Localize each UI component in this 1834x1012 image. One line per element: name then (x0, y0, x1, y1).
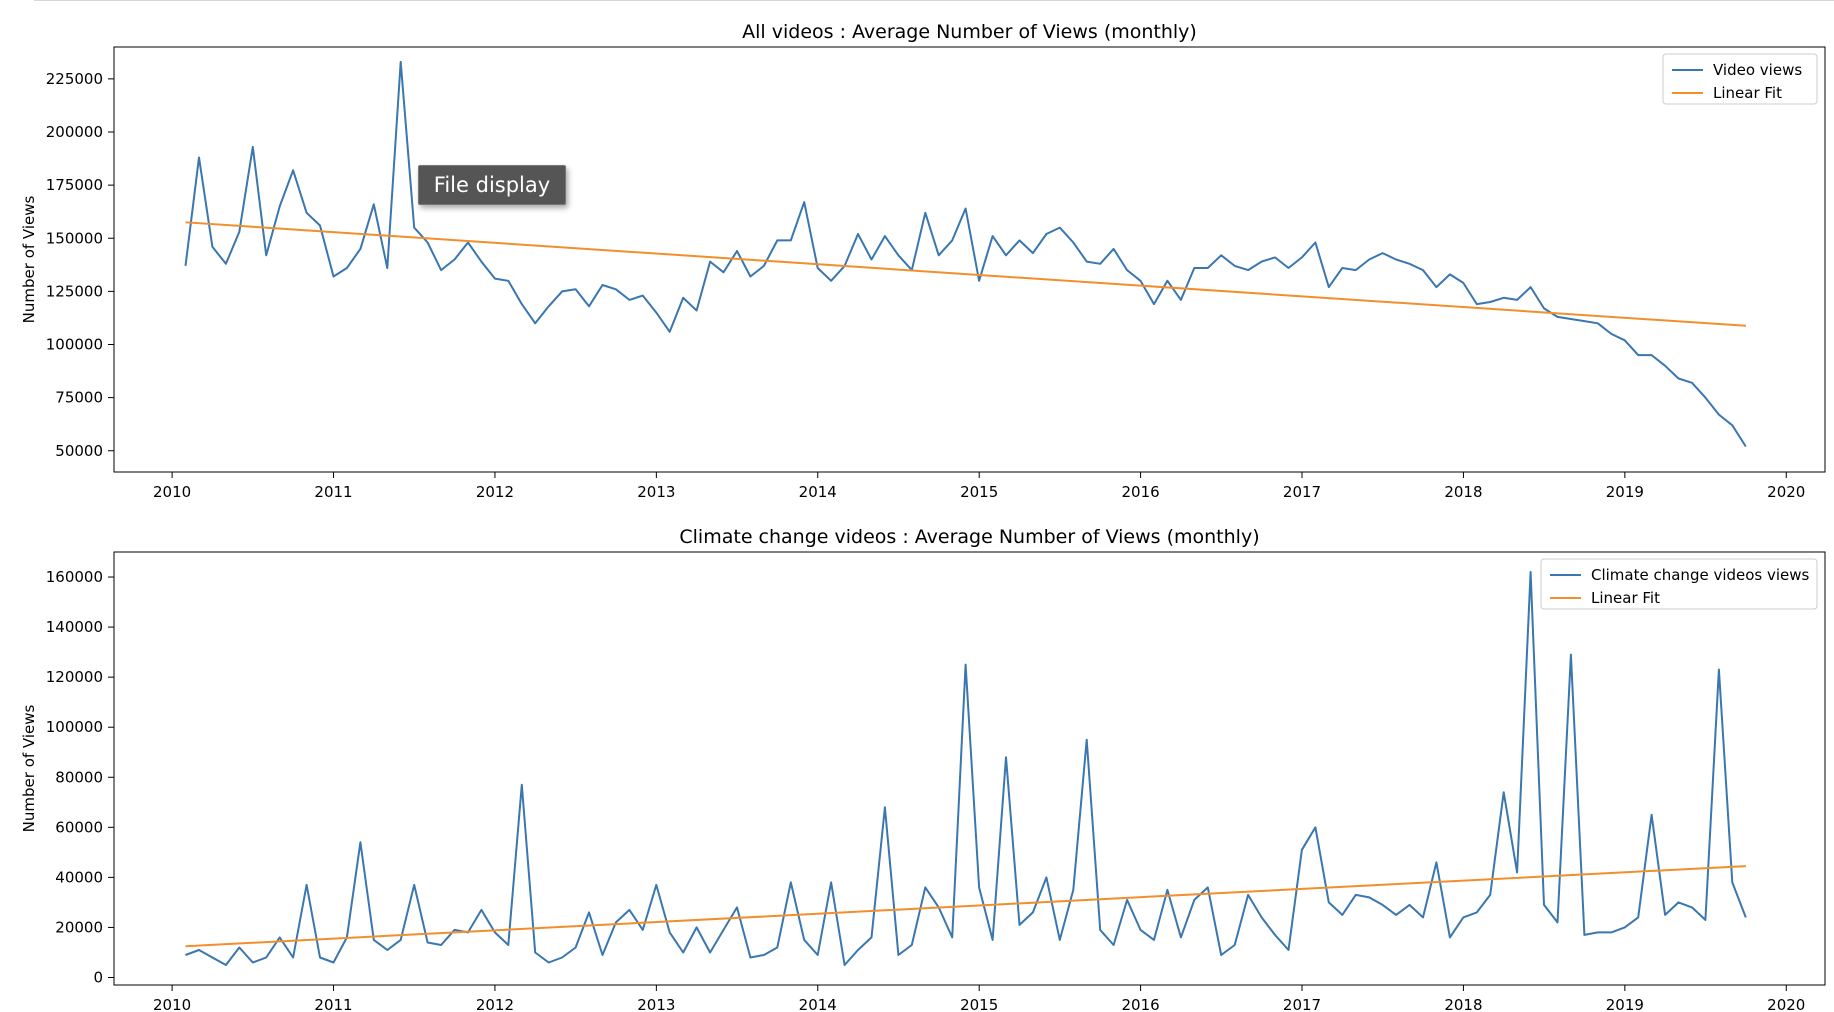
panel1-y-tick-label-6: 200000 (46, 123, 103, 141)
panel2-plot-frame (113, 551, 1826, 986)
panel1-x-tick-label-3: 2013 (637, 483, 675, 501)
panel1-y-tick-label-0: 50000 (55, 442, 103, 460)
panel1-x-tick-label-2: 2012 (476, 483, 514, 501)
panel2-x-tick-label-10: 2020 (1767, 996, 1805, 1012)
panel2-x-tick-label-3: 2013 (637, 996, 675, 1012)
panel1-x-tick-label-5: 2015 (960, 483, 998, 501)
panel2-x-tick-label-6: 2016 (1122, 996, 1160, 1012)
panel1-x-tick-label-7: 2017 (1283, 483, 1321, 501)
panel1-x-tick-label-10: 2020 (1767, 483, 1805, 501)
panel2-x-tick-label-8: 2018 (1444, 996, 1482, 1012)
panel1-legend-label-1: Linear Fit (1713, 84, 1782, 102)
panel2-legend-box (1540, 558, 1818, 610)
panel1-series-line-views (184, 60, 1747, 448)
panel2-linear-fit-line (185, 865, 1746, 948)
file-display-tooltip: File display (418, 165, 566, 205)
panel2-x-tick-label-7: 2017 (1283, 996, 1321, 1012)
panel1-x-tick-label-9: 2019 (1606, 483, 1644, 501)
panel2-y-tick-label-7: 140000 (46, 618, 103, 636)
panel1-x-tick-label-1: 2011 (314, 483, 352, 501)
panel2-x-tick-label-2: 2012 (476, 996, 514, 1012)
panel1-y-tick-label-7: 225000 (46, 70, 103, 88)
panel1-chart-title: All videos : Average Number of Views (mo… (742, 21, 1197, 43)
panel2-legend-label-1: Linear Fit (1591, 589, 1660, 607)
panel2-y-tick-label-8: 160000 (46, 568, 103, 586)
panel1-legend-label-0: Video views (1713, 61, 1802, 79)
panel1-y-axis-label: Number of Views (20, 195, 38, 323)
panel2-chart-title: Climate change videos : Average Number o… (679, 526, 1259, 548)
panel1-legend-box (1662, 53, 1818, 105)
panel2-x-tick-label-1: 2011 (314, 996, 352, 1012)
panel2-y-tick-label-1: 20000 (55, 918, 103, 936)
top-divider (34, 0, 1834, 1)
panel2-y-tick-label-2: 40000 (55, 868, 103, 886)
panel2-x-tick-label-0: 2010 (153, 996, 191, 1012)
panel1-y-tick-label-2: 100000 (46, 336, 103, 354)
panel2-y-tick-label-3: 60000 (55, 818, 103, 836)
panel2-y-tick-label-5: 100000 (46, 718, 103, 736)
panel2-y-tick-label-6: 120000 (46, 668, 103, 686)
panel2-x-tick-label-5: 2015 (960, 996, 998, 1012)
panel1-linear-fit-line (185, 221, 1746, 327)
panel2-legend-label-0: Climate change videos views (1591, 566, 1810, 584)
panel2-x-tick-label-4: 2014 (799, 996, 837, 1012)
panel1-x-tick-label-0: 2010 (153, 483, 191, 501)
panel2-y-axis-label: Number of Views (20, 704, 38, 832)
panel2-x-tick-label-9: 2019 (1606, 996, 1644, 1012)
panel1-y-tick-label-4: 150000 (46, 229, 103, 247)
panel2-y-tick-label-0: 0 (93, 968, 103, 986)
panel1-y-tick-label-3: 125000 (46, 282, 103, 300)
panel1-x-tick-label-6: 2016 (1122, 483, 1160, 501)
panel2-series-line-views (185, 571, 1747, 966)
panel1-plot-frame (113, 46, 1826, 473)
panel1-y-tick-label-5: 175000 (46, 176, 103, 194)
panel1-x-tick-label-4: 2014 (799, 483, 837, 501)
panel1-x-tick-label-8: 2018 (1444, 483, 1482, 501)
panel2-y-tick-label-4: 80000 (55, 768, 103, 786)
panel1-y-tick-label-1: 75000 (55, 389, 103, 407)
